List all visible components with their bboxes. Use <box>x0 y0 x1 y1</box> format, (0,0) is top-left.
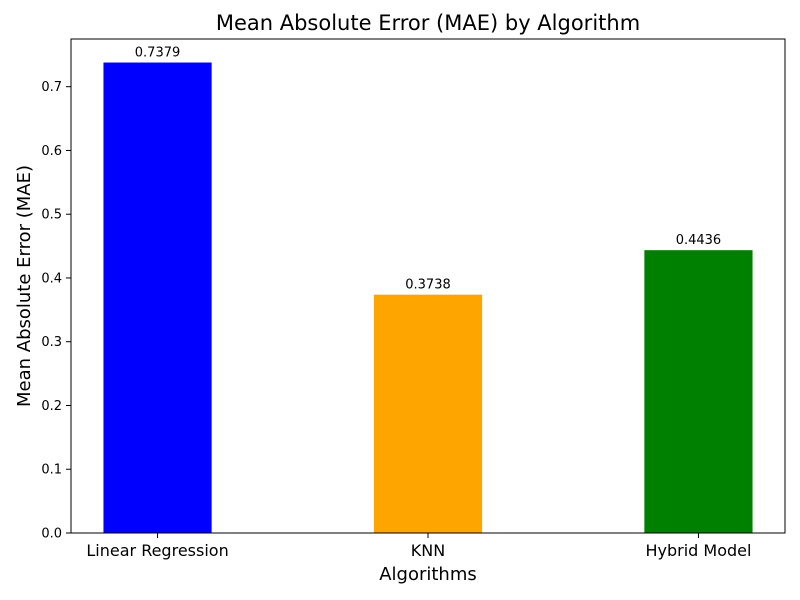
data-label: 0.3738 <box>405 278 451 293</box>
bars-group <box>103 62 753 533</box>
x-tick-label: KNN <box>411 541 445 560</box>
x-axis: Linear Regression KNN Hybrid Model <box>86 533 751 560</box>
bar <box>373 294 483 533</box>
data-labels-group: 0.7379 0.3738 0.4436 <box>135 46 721 293</box>
bar <box>644 250 753 533</box>
x-axis-label: Algorithms <box>379 564 477 585</box>
data-label: 0.4436 <box>676 233 722 248</box>
data-label: 0.7379 <box>135 46 181 61</box>
y-tick-label: 0.2 <box>41 399 62 414</box>
plot-frame <box>70 38 786 534</box>
chart-title: Mean Absolute Error (MAE) by Algorithm <box>216 11 640 35</box>
y-axis-label: Mean Absolute Error (MAE) <box>14 165 35 407</box>
y-tick-label: 0.1 <box>41 463 62 478</box>
y-tick-label: 0.0 <box>41 527 62 542</box>
y-tick-label: 0.3 <box>41 335 62 350</box>
x-tick-label: Hybrid Model <box>645 541 751 560</box>
y-tick-label: 0.4 <box>41 271 62 286</box>
y-axis: 0.0 0.1 0.2 0.3 0.4 0.5 0.6 0.7 <box>41 80 71 542</box>
x-tick-label: Linear Regression <box>86 541 228 560</box>
y-tick-label: 0.5 <box>41 208 62 223</box>
y-tick-label: 0.7 <box>41 80 62 95</box>
y-tick-label: 0.6 <box>41 144 62 159</box>
bar <box>103 62 212 533</box>
